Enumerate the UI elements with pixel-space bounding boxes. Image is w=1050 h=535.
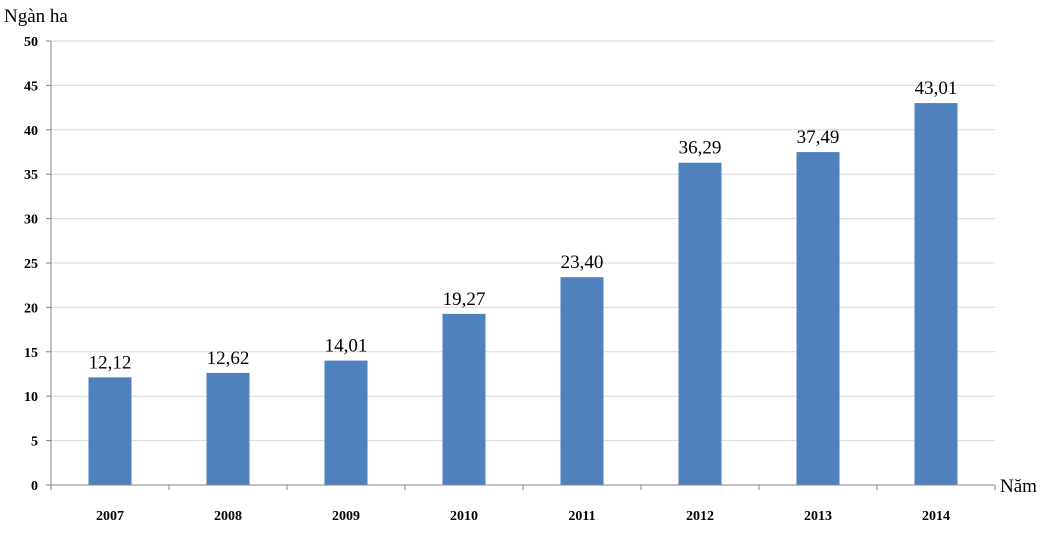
- x-tick-label-2012: 2012: [686, 509, 714, 524]
- bar-2010: [442, 313, 486, 485]
- x-tick-label-2008: 2008: [214, 509, 242, 524]
- axes: [46, 40, 996, 490]
- y-tick-label: 25: [24, 257, 38, 272]
- x-tick-label-2014: 2014: [922, 509, 950, 524]
- data-label-2009: 14,01: [325, 336, 368, 357]
- gridlines: [51, 40, 995, 442]
- y-tick-label: 35: [24, 168, 38, 183]
- bars: [88, 103, 958, 485]
- y-tick-label: 50: [24, 35, 38, 50]
- data-label-2014: 43,01: [915, 78, 958, 99]
- data-label-2012: 36,29: [679, 138, 722, 159]
- y-tick-label: 10: [24, 390, 38, 405]
- bar-2011: [560, 277, 604, 485]
- data-label-2010: 19,27: [443, 289, 486, 310]
- y-tick-label: 30: [24, 213, 38, 228]
- data-label-2013: 37,49: [797, 127, 840, 148]
- x-axis-title: Năm: [1000, 476, 1037, 497]
- y-axis-title: Ngàn ha: [4, 6, 68, 27]
- y-tick-label: 15: [24, 346, 38, 361]
- bar-2008: [206, 372, 250, 485]
- y-tick-label: 20: [24, 301, 38, 316]
- data-label-2011: 23,40: [561, 252, 604, 273]
- data-label-2008: 12,62: [207, 348, 250, 369]
- labels: 0 5 10 15 20 25 30 35 40 45 50 12,12 2007 12,62 2008 14…: [24, 35, 957, 524]
- y-tick-label: 5: [31, 435, 38, 450]
- x-tick-label-2013: 2013: [804, 509, 832, 524]
- x-tick-label-2010: 2010: [450, 509, 478, 524]
- bar-2012: [678, 162, 722, 485]
- x-tick-label-2007: 2007: [96, 509, 124, 524]
- x-tick-label-2009: 2009: [332, 509, 360, 524]
- bar-2009: [324, 360, 368, 485]
- bar-2013: [796, 152, 840, 485]
- bar-2007: [88, 377, 132, 485]
- y-tick-label: 40: [24, 124, 38, 139]
- bar-2014: [914, 103, 958, 485]
- y-tick-label: 0: [31, 479, 38, 494]
- data-label-2007: 12,12: [89, 352, 132, 373]
- y-tick-label: 45: [24, 79, 38, 94]
- x-tick-label-2011: 2011: [568, 509, 595, 524]
